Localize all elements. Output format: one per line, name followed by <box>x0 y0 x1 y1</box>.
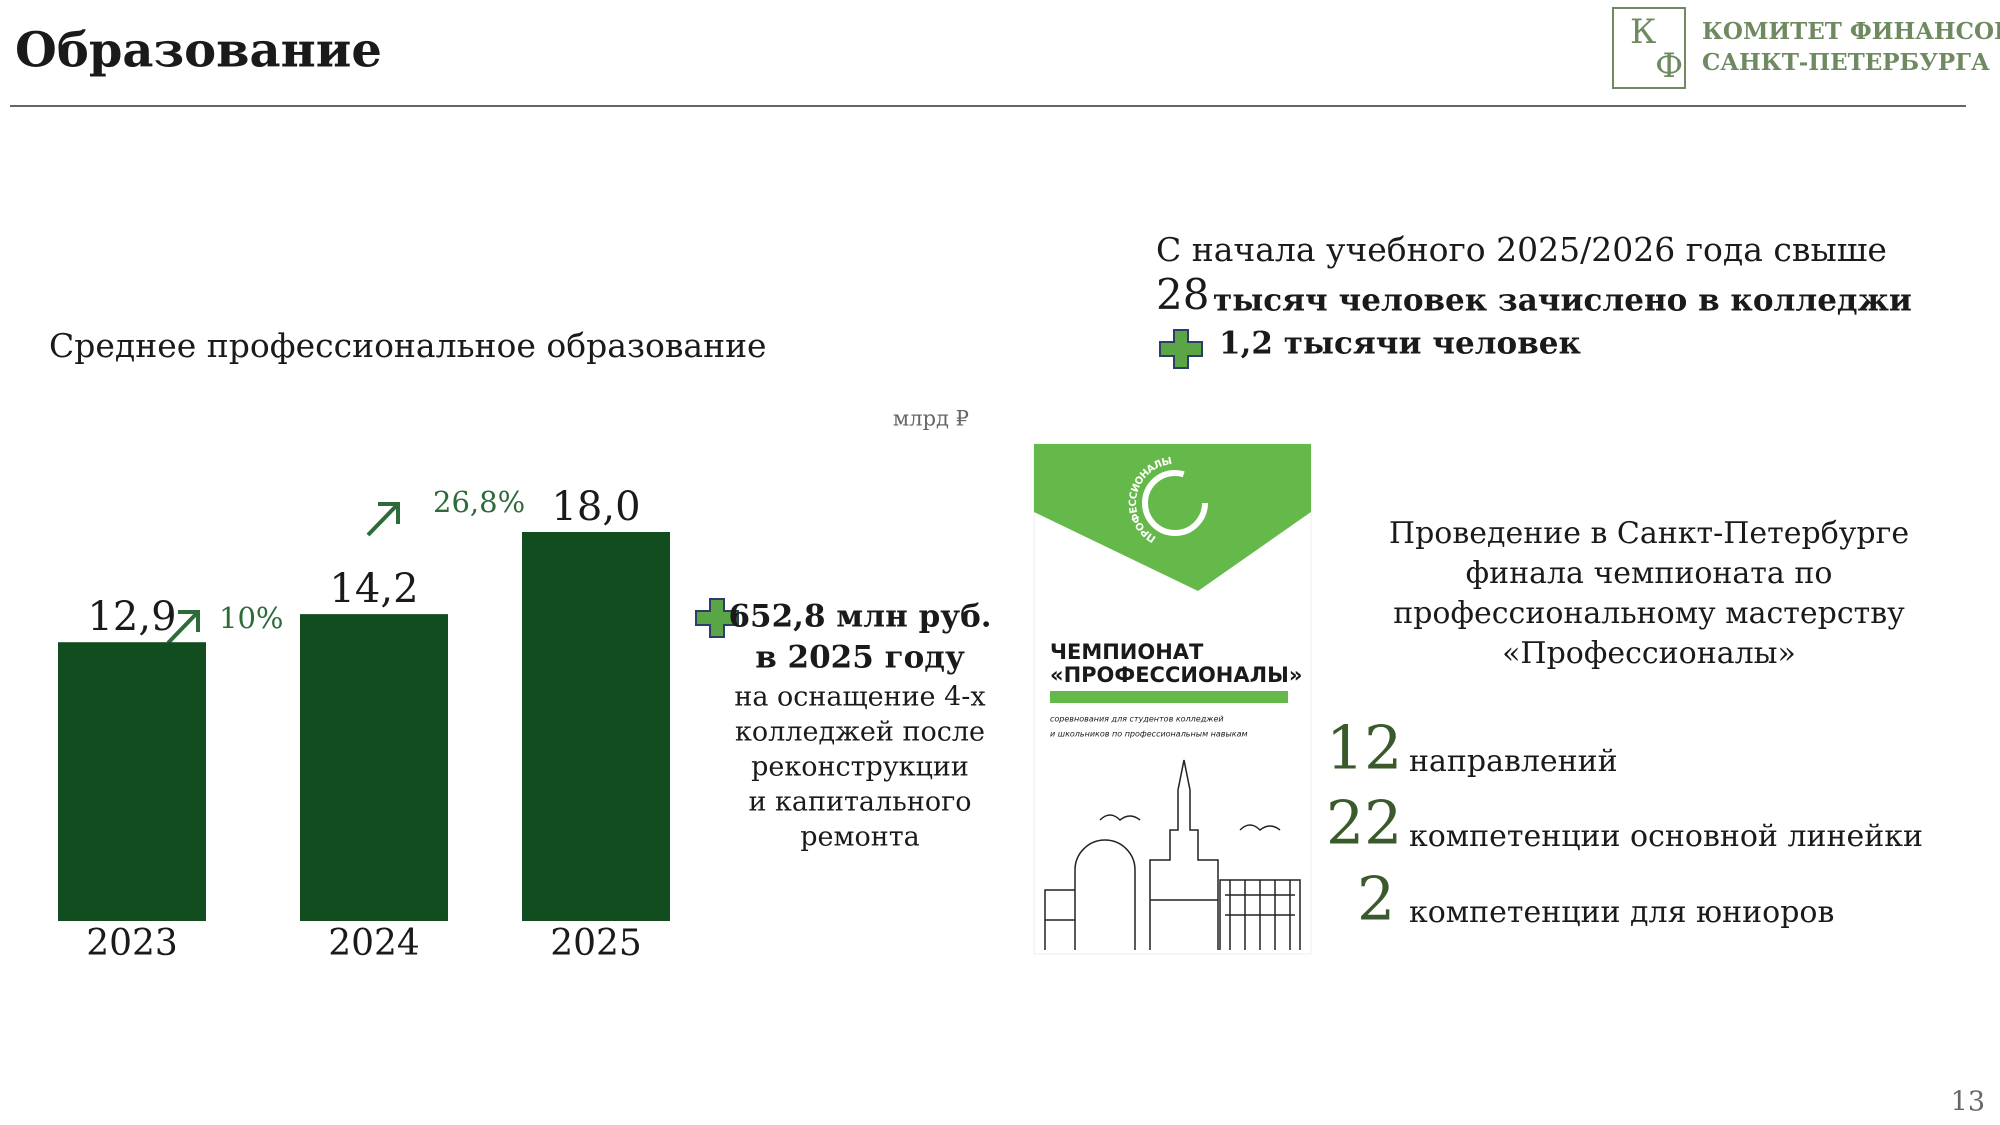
stat-number: 22 <box>1326 789 1402 859</box>
funding-description: ремонта <box>800 822 920 853</box>
championship-description: «Профессионалы» <box>1502 636 1796 671</box>
funding-amount: 652,8 млн руб. <box>728 599 991 635</box>
bar <box>58 642 206 921</box>
poster-banner <box>1034 444 1311 591</box>
x-tick-label: 2024 <box>328 923 420 964</box>
enrollment-intro: С начала учебного 2025/2026 года свыше <box>1156 230 1887 269</box>
plus-icon <box>695 598 739 638</box>
logo-letter: Ф <box>1655 46 1683 86</box>
growth-label: 10% <box>219 601 283 635</box>
poster-title: ЧЕМПИОНАТ <box>1050 640 1204 664</box>
poster-bar <box>1050 691 1288 703</box>
stat-number: 2 <box>1357 865 1395 935</box>
x-tick-label: 2023 <box>86 923 178 964</box>
value-label: 12,9 <box>87 594 176 640</box>
logo-text: КОМИТЕТ ФИНАНСОВ <box>1702 18 2000 45</box>
unit-label: млрд ₽ <box>893 407 969 431</box>
stat-label: компетенции для юниоров <box>1409 895 1834 930</box>
value-label: 14,2 <box>329 566 418 612</box>
funding-year: в 2025 году <box>755 640 965 676</box>
funding-description: реконструкции <box>751 752 969 783</box>
poster: ПРОФЕССИОНАЛЫ ЧЕМПИОНАТ «ПРОФЕССИОНАЛЫ» … <box>1033 443 1312 955</box>
poster-subtitle: соревнования для студентов колледжей <box>1050 715 1224 724</box>
enrollment-number: 28 <box>1156 270 1209 319</box>
stat-label: компетенции основной линейки <box>1409 819 1923 854</box>
logo-letter: К <box>1630 12 1656 52</box>
logo-frame <box>1612 7 1686 89</box>
enrollment-increase: 1,2 тысячи человек <box>1219 326 1581 362</box>
funding-description: колледжей после <box>735 717 985 748</box>
emblem-ring <box>1142 470 1208 536</box>
value-label: 18,0 <box>551 484 640 530</box>
logo-text: САНКТ-ПЕТЕРБУРГА <box>1702 49 1990 76</box>
plus-icon <box>1159 329 1203 369</box>
funding-description: и капитального <box>748 787 971 818</box>
slide-title: Образование <box>15 23 382 79</box>
poster-sketch <box>1044 759 1301 950</box>
x-tick-label: 2025 <box>550 923 642 964</box>
championship-description: Проведение в Санкт-Петербурге <box>1389 516 1909 551</box>
bar <box>522 532 670 921</box>
championship-description: профессиональному мастерству <box>1393 596 1905 631</box>
stat-label: направлений <box>1409 744 1618 779</box>
page-number: 13 <box>1951 1087 1985 1118</box>
poster-title: «ПРОФЕССИОНАЛЫ» <box>1050 663 1302 687</box>
growth-label: 26,8% <box>433 485 525 519</box>
enrollment-text: тысяч человек зачислено в колледжи <box>1213 283 1912 319</box>
growth-arrow <box>166 610 200 645</box>
growth-arrow <box>366 502 400 537</box>
championship-description: финала чемпионата по <box>1466 556 1833 591</box>
poster-subtitle: и школьников по профессиональным навыкам <box>1050 730 1248 739</box>
chart-title: Среднее профессиональное образование <box>49 326 767 365</box>
bar <box>300 614 448 921</box>
stat-number: 12 <box>1326 714 1402 784</box>
funding-description: на оснащение 4-х <box>734 682 985 713</box>
